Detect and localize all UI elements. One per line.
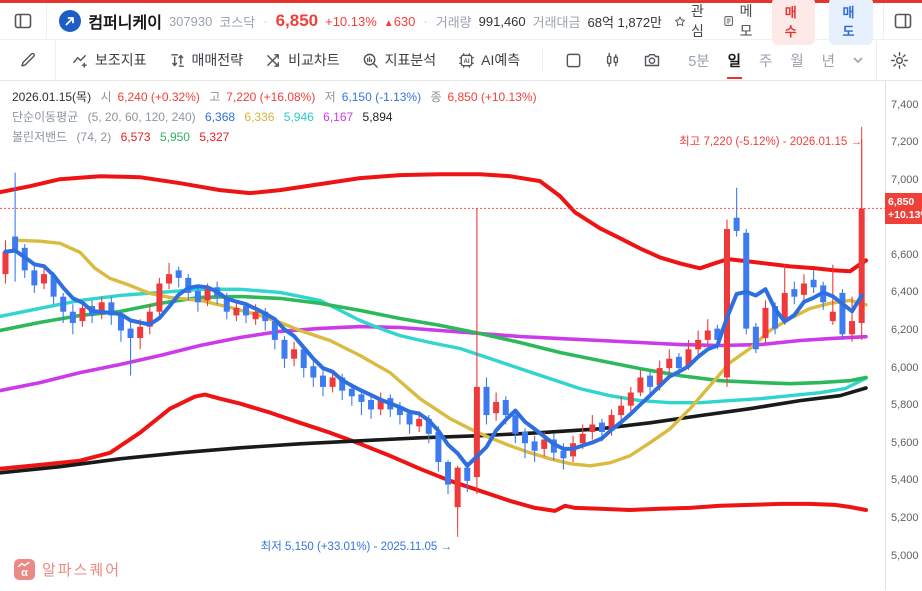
- legend-ma120: 6,167: [323, 110, 354, 124]
- draw-tool-button[interactable]: [0, 40, 56, 80]
- price-chart-area[interactable]: 2026.01.15(목) 시 6,240 (+0.32%) 고 7,220 (+1…: [0, 81, 922, 590]
- legend-high: 7,220 (+16.08%): [226, 90, 316, 104]
- axis-label: 5,000: [891, 549, 919, 562]
- legend-sma-row: 단순이동평균 (5, 20, 60, 120, 240) 6,368 6,336…: [12, 110, 393, 124]
- change-percent: +10.13%: [325, 13, 377, 29]
- watermark-text: 알파스퀘어: [42, 562, 122, 579]
- layout-button[interactable]: [565, 52, 582, 69]
- compare-chart-button[interactable]: 비교차트: [265, 50, 340, 70]
- magnifier-bars-icon: [363, 53, 378, 68]
- sell-button[interactable]: 매도: [829, 0, 874, 45]
- axis-label: 5,200: [891, 511, 919, 524]
- cross-arrows-icon: [267, 53, 279, 67]
- alphasquare-watermark: α 알파스퀘어: [14, 559, 121, 580]
- axis-label: 5,400: [891, 474, 919, 487]
- indicator-analysis-button[interactable]: 지표분석: [362, 50, 436, 70]
- stock-logo: [59, 10, 82, 32]
- change-amount: ▲630: [383, 13, 416, 29]
- indicators-button[interactable]: 보조지표: [72, 50, 147, 70]
- volume-label: 거래량: [435, 14, 472, 30]
- legend-bb-row: 볼린저밴드 (74, 2) 6,573 5,950 5,327: [12, 130, 230, 144]
- sort-arrows-icon: [170, 53, 184, 67]
- axis-label: 6,000: [891, 361, 919, 374]
- current-price-badge: 6,850 +10.13%: [885, 193, 922, 225]
- chevron-down-icon[interactable]: [852, 54, 864, 66]
- buy-button[interactable]: 매수: [771, 0, 816, 45]
- pencil-icon: [20, 52, 35, 67]
- chart-settings-button[interactable]: [876, 40, 922, 80]
- legend-close: 6,850 (+10.13%): [447, 90, 537, 104]
- axis-label: 5,800: [891, 399, 919, 412]
- trading-strategy-button[interactable]: 매매전략: [169, 50, 243, 70]
- price-axis[interactable]: 7,400 7,200 7,000 6,600 6,400 6,200 6,000 5,800…: [885, 81, 922, 590]
- legend-ma5: 6,368: [205, 110, 236, 124]
- legend-low: 6,150 (-1.13%): [341, 90, 422, 104]
- ai-chip-icon: AI: [459, 52, 474, 68]
- trade-value-label: 거래대금: [532, 14, 581, 30]
- axis-label: 5,600: [891, 436, 919, 449]
- timeframe-tabs: 5분 일 주 월 년: [687, 44, 836, 79]
- current-price: 6,850: [275, 11, 319, 30]
- legend-ma60: 5,946: [283, 110, 314, 124]
- watchlist-button[interactable]: 관심: [674, 1, 709, 41]
- memo-icon: [724, 16, 734, 26]
- right-panel-toggle-button[interactable]: [883, 3, 922, 39]
- axis-label: 7,400: [891, 98, 919, 111]
- alphasquare-logo-icon: α: [14, 559, 35, 580]
- square-icon: [566, 53, 581, 67]
- legend-date: 2026.01.15(목): [12, 90, 92, 104]
- axis-label: 7,200: [891, 136, 919, 149]
- chart-legend: 2026.01.15(목) 시 6,240 (+0.32%) 고 7,220 (+1…: [12, 87, 543, 147]
- timeframe-week[interactable]: 주: [758, 53, 773, 70]
- timeframe-group: 5분 일 주 월 년: [687, 44, 876, 79]
- timeframe-day[interactable]: 일: [726, 44, 743, 79]
- gear-icon: [890, 51, 909, 69]
- trade-value: 68억 1,872만: [587, 14, 663, 30]
- star-icon: [675, 16, 685, 26]
- timeframe-month[interactable]: 월: [790, 53, 804, 70]
- left-panel-toggle-button[interactable]: [0, 3, 48, 39]
- timeframe-5min[interactable]: 5분: [688, 53, 710, 70]
- arrow-up-right-icon: [65, 17, 75, 26]
- top-accent-bar: [0, 0, 922, 3]
- legend-ma240: 5,894: [362, 110, 393, 124]
- panel-right-icon: [894, 13, 912, 29]
- toolbar-buttons: 보조지표 매매전략 비교차트 지표분석 AI: [56, 49, 687, 71]
- price-chart-svg[interactable]: [0, 81, 885, 590]
- legend-ma20: 6,336: [244, 110, 275, 124]
- svg-text:AI: AI: [464, 57, 470, 64]
- chart-toolbar: 보조지표 매매전략 비교차트 지표분석 AI: [0, 40, 922, 81]
- axis-label: 6,200: [891, 324, 919, 336]
- stock-code: 307930: [168, 13, 213, 29]
- stock-summary: 컴퍼니케이 307930 코스닥 · 6,850 +10.13% ▲630 · …: [47, 9, 674, 33]
- legend-bb-upper: 6,573: [120, 130, 151, 144]
- low-annotation: 최저 5,150 (+33.01%) - 2025.11.05 →: [260, 541, 452, 553]
- candlestick-icon: [607, 52, 619, 67]
- panel-left-icon: [14, 13, 32, 29]
- stock-name: 컴퍼니케이: [88, 15, 162, 32]
- axis-label: 6,400: [891, 286, 919, 299]
- stock-market: 코스닥: [219, 14, 256, 30]
- chart-style-button[interactable]: [604, 52, 621, 69]
- indicator-line-icon: [73, 54, 87, 68]
- up-triangle-icon: ▲: [383, 17, 394, 29]
- timeframe-year[interactable]: 년: [821, 53, 835, 70]
- legend-ohlc-row: 2026.01.15(목) 시 6,240 (+0.32%) 고 7,220 (+1…: [12, 90, 537, 104]
- ai-forecast-button[interactable]: AI AI예측: [458, 50, 520, 70]
- memo-button[interactable]: 메모: [723, 1, 758, 41]
- legend-bb-mid: 5,950: [159, 130, 190, 144]
- legend-open: 6,240 (+0.32%): [117, 90, 200, 104]
- legend-bb-lower: 5,327: [199, 130, 230, 144]
- screenshot-button[interactable]: [643, 51, 661, 69]
- header: 컴퍼니케이 307930 코스닥 · 6,850 +10.13% ▲630 · …: [0, 0, 922, 45]
- axis-label: 6,600: [891, 248, 919, 261]
- header-actions: 관심 메모 매수 매도: [674, 0, 883, 45]
- axis-label: 7,000: [891, 173, 919, 186]
- volume-value: 991,460: [478, 13, 526, 29]
- camera-icon: [644, 54, 660, 67]
- high-annotation: 최고 7,220 (-5.12%) - 2026.01.15 →: [679, 136, 862, 148]
